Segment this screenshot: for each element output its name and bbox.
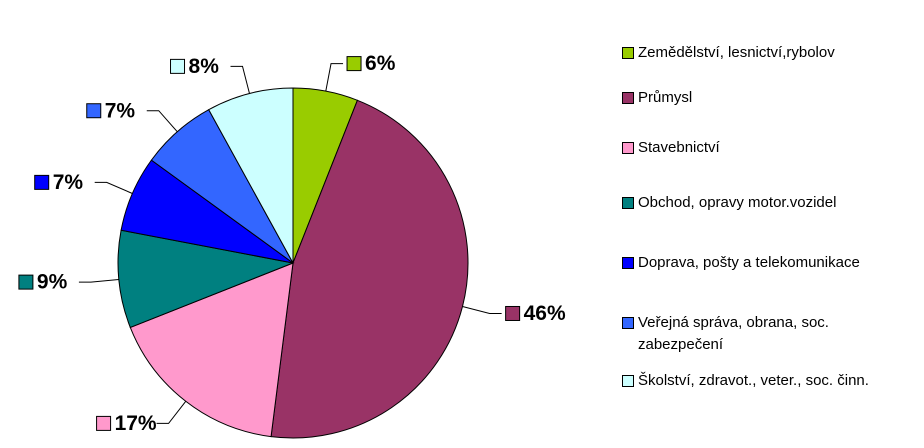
label-swatch <box>18 274 34 290</box>
pie-slice <box>129 262 294 438</box>
label-swatch <box>96 415 112 431</box>
legend-item: Veřejná správa, obrana, soc. zabezpečení <box>622 312 912 356</box>
data-label: 9% <box>37 271 68 294</box>
leader-line <box>94 181 133 194</box>
data-label: 7% <box>105 99 136 122</box>
label-swatch <box>505 305 521 321</box>
legend-swatch <box>622 257 634 269</box>
legend-item: Obchod, opravy motor.vozidel <box>622 192 912 214</box>
legend-label: Školství, zdravot., veter., soc. činn. <box>638 372 869 389</box>
data-label: 7% <box>53 171 84 194</box>
label-swatch <box>34 174 50 190</box>
label-swatch <box>170 58 186 74</box>
leader-line <box>230 65 250 94</box>
legend-swatch <box>622 92 634 104</box>
legend-swatch <box>622 47 634 59</box>
legend-swatch <box>622 375 634 387</box>
data-label: 8% <box>189 55 220 78</box>
leader-line <box>78 278 119 283</box>
legend-label: Obchod, opravy motor.vozidel <box>638 194 837 211</box>
legend-label: Průmysl <box>638 89 693 106</box>
leader-line <box>156 400 187 424</box>
data-label: 17% <box>115 412 157 435</box>
leader-line <box>146 110 178 133</box>
legend-swatch <box>622 317 634 329</box>
legend-label: Stavebnictví <box>638 139 720 156</box>
data-label: 6% <box>365 52 396 75</box>
leader-line <box>462 306 502 314</box>
legend-item: Zemědělství, lesnictví,rybolov <box>622 42 912 64</box>
legend-item: Průmysl <box>622 87 912 109</box>
legend-item: Školství, zdravot., veter., soc. činn. <box>622 370 912 392</box>
legend-swatch <box>622 197 634 209</box>
label-swatch <box>346 56 362 72</box>
leader-line <box>325 63 344 92</box>
legend-label: Doprava, pošty a telekomunikace <box>638 254 860 271</box>
legend-swatch <box>622 142 634 154</box>
legend-item: Stavebnictví <box>622 137 912 159</box>
legend-label: Veřejná správa, obrana, soc. zabezpečení <box>638 314 829 353</box>
data-label: 46% <box>524 302 566 325</box>
legend-label: Zemědělství, lesnictví,rybolov <box>638 44 835 61</box>
pie-slice <box>117 229 295 329</box>
legend-item: Doprava, pošty a telekomunikace <box>622 252 912 274</box>
chart: 6% 46% 17% 9% 7% 7% 8% <box>18 52 566 439</box>
label-swatch <box>86 103 102 119</box>
